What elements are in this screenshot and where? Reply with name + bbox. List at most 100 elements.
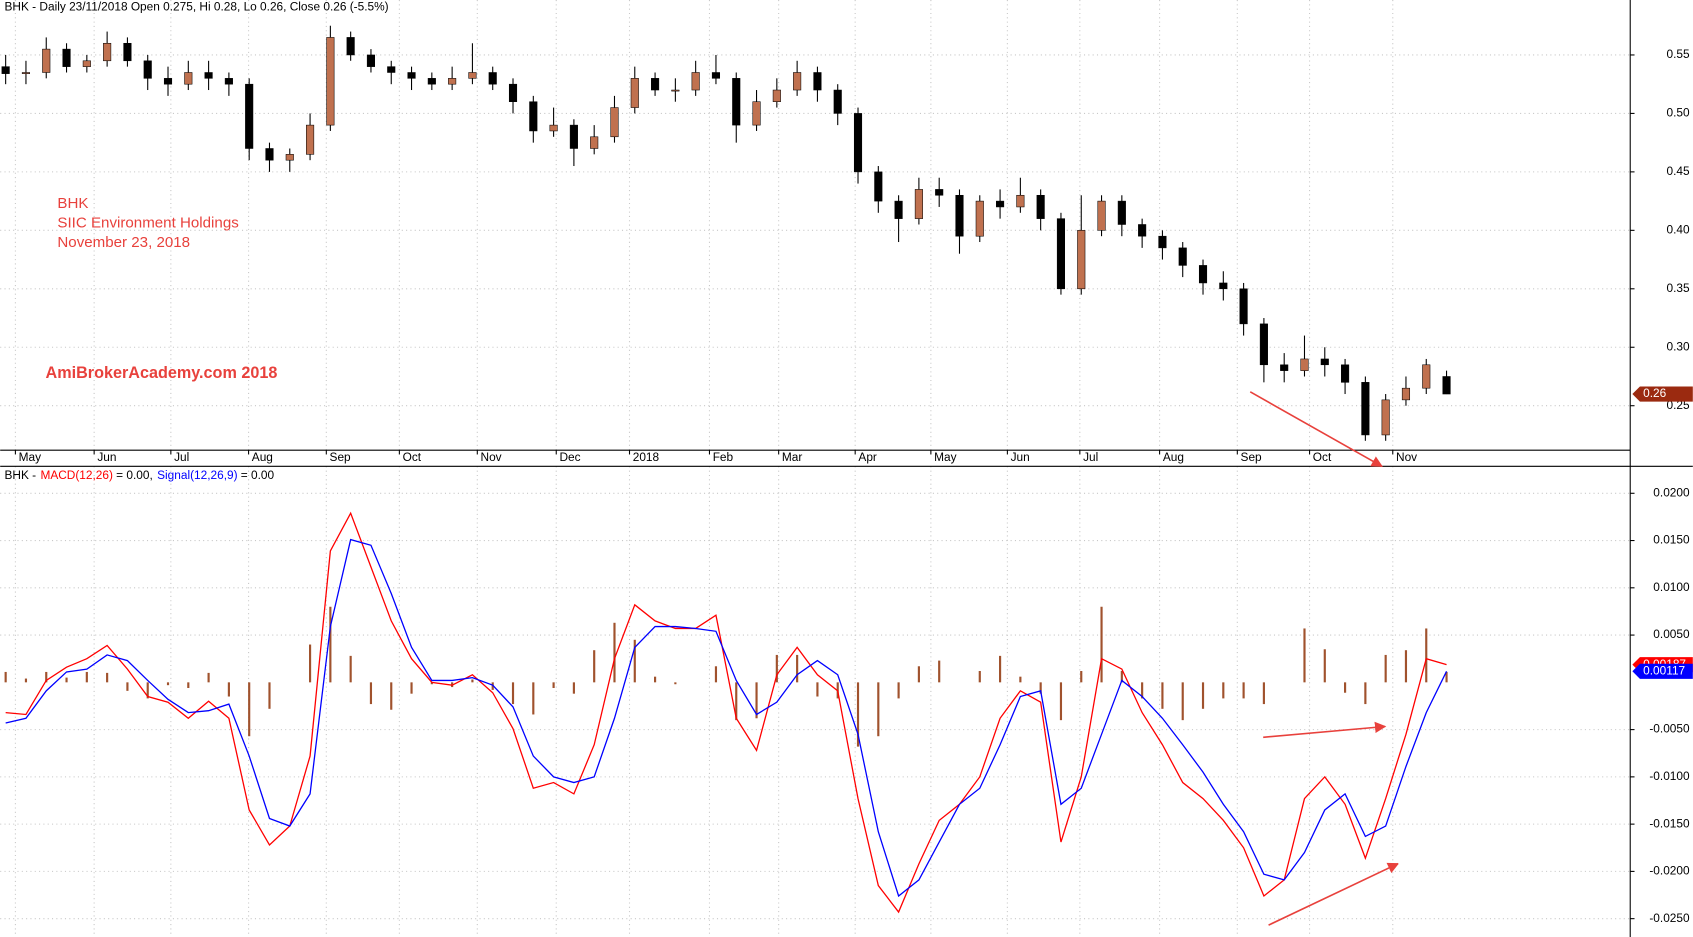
legend-value: = 0.00, [116,468,153,482]
x-tick-label: Oct [1313,450,1332,464]
macd-line [5,511,1447,914]
y-tick-label: -0.0200 [1649,864,1690,878]
candle-body [752,101,761,126]
candle-body [793,72,802,91]
candle-body [1259,323,1268,366]
candle-body [1280,364,1289,371]
candle-body [630,78,639,108]
candle-body [224,78,233,85]
y-tick-label: -0.0100 [1649,769,1690,783]
candle-body [407,72,416,79]
candle-body [590,136,599,149]
candle-body [508,83,518,102]
candle-body [651,78,660,91]
candle-body [529,101,538,132]
y-tick-label: 0.0100 [1653,580,1690,594]
y-tick-label: -0.0150 [1649,816,1690,830]
y-tick-label: 0.0200 [1653,485,1690,499]
candle-body [732,78,741,126]
candle-body [103,42,112,62]
last-value-label: 0.00117 [1643,663,1685,677]
legend-value: = 0.00 [241,468,275,482]
candle-body [62,48,71,67]
candle-body [1198,265,1208,284]
candle-body [1097,200,1106,231]
candle-body [833,89,842,114]
x-tick-label: Jun [97,450,116,464]
y-tick-label: 0.40 [1666,222,1689,236]
legend-prefix: BHK - [4,468,36,482]
candle-body [1422,364,1431,389]
candle-body [1,66,10,74]
candle-body [610,107,619,138]
candle-body [914,189,923,219]
last-value-box [1632,663,1693,679]
legend-name: MACD(12,26) [40,468,113,482]
candle-body [346,37,355,56]
y-tick-label: 0.0050 [1653,627,1690,641]
candle-body [1219,282,1228,290]
candle-body [123,42,132,62]
candle-body [975,200,984,237]
candle-body [894,200,903,219]
x-tick-label: Feb [713,450,734,464]
candle-body [569,124,578,149]
x-tick-label: Apr [858,450,877,464]
candle-body [42,48,51,73]
candle-body [427,78,436,85]
candle-body [1158,235,1167,249]
annotation: AmiBrokerAcademy.com 2018 [46,364,278,382]
panel-legend: BHK - MACD(12,26) = 0.00, Signal(12,26,9) = … [4,468,274,482]
candle-body [549,124,558,132]
candle-body [1138,224,1147,237]
x-tick-label: Nov [481,450,502,464]
candle-body [1361,382,1370,436]
candle-body [204,72,213,79]
x-tick-label: May [19,450,41,464]
x-tick-label: Jun [1011,450,1030,464]
candle-body [1077,230,1086,290]
candle-body [813,72,822,91]
candle-body [853,113,863,173]
chart-title: BHK - Daily 23/11/2018 Open 0.275, Hi 0.… [4,0,388,14]
candle-body [163,78,173,85]
candle-body [265,148,274,161]
candle-body [1320,358,1329,366]
candle-body [1178,247,1187,266]
x-tick-label: Jul [174,450,189,464]
x-tick-label: 2018 [633,450,660,464]
x-tick-label: May [934,450,956,464]
candle-body [1401,387,1411,401]
candle-body [285,154,294,161]
candle-body [671,89,680,92]
candle-body [711,72,721,79]
candle-body [21,72,30,74]
x-tick-label: Sep [1241,450,1263,464]
candle-body [387,66,396,73]
candle-body [772,89,781,102]
candle-body [82,60,91,67]
arrow [1249,391,1383,468]
last-value-label: 0.26 [1643,386,1666,400]
candle-body [874,171,883,202]
x-tick-label: Dec [559,450,580,464]
x-tick-label: Sep [330,450,352,464]
candle-body [1117,200,1126,225]
candle-body [366,54,376,67]
candle-body [1056,218,1066,290]
y-tick-label: -0.0050 [1649,722,1690,736]
candle-body [488,72,497,85]
x-tick-label: Nov [1396,450,1417,464]
y-tick-label: 0.55 [1666,47,1689,61]
candle-body [143,60,152,79]
candle-body [448,78,457,85]
x-tick-label: Oct [403,450,422,464]
x-tick-label: Mar [782,450,802,464]
candle-body [326,37,335,126]
candle-body [184,72,193,85]
candle-body [691,72,700,91]
candle-body [935,189,944,196]
